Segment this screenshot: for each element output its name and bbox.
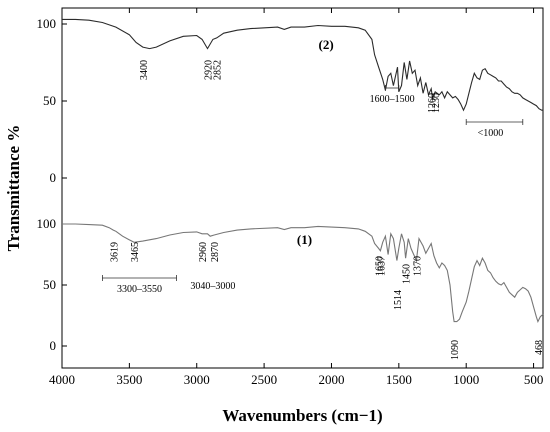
peak-label: 1637 [376,256,387,276]
x-tick-label: 2500 [251,372,277,387]
range-label: 3040–3000 [190,281,235,292]
peak-label: 1514 [393,290,404,310]
x-tick-label: 4000 [49,372,75,387]
x-tick-label: 3000 [184,372,210,387]
peak-label: 1370 [412,256,423,276]
y-tick-label: 100 [37,16,57,31]
x-tick-label: 3500 [116,372,142,387]
y-tick-label: 50 [43,277,56,292]
peak-label: 1650 [375,256,386,276]
axis-ticks [61,8,535,368]
curve-label-2: (2) [318,37,333,52]
series-line-1 [62,18,543,112]
peak-label: 2852 [213,60,224,80]
y-axis-title: Transmittance % [4,125,23,252]
series-line-2 [62,223,544,324]
x-tick-label: 500 [524,372,544,387]
peak-label: 3400 [139,60,150,80]
y-tick-label: 50 [43,93,56,108]
range-label: <1000 [478,128,504,139]
y-tick-labels: 100 50 0 100 50 0 [37,16,57,353]
y-tick-label: 0 [50,338,57,353]
peak-label: 2870 [210,242,221,262]
x-tick-label: 2000 [318,372,344,387]
curve-label-1: (1) [297,232,312,247]
y-tick-label: 100 [37,216,57,231]
peak-label: 3465 [130,242,141,262]
plot-frame [61,7,544,369]
peak-label: 468 [534,340,545,355]
range-label: 1600–1500 [370,94,415,105]
x-tick-labels: 4000 3500 3000 2500 2000 1500 1000 500 [49,372,543,387]
range-label: 3300–3550 [117,284,162,295]
peak-label: 1230 [431,93,442,113]
series-layer [62,18,544,324]
peak-label: 1260 [427,93,438,113]
peak-label: 1090 [450,340,461,360]
x-tick-label: 1500 [386,372,412,387]
peak-label: 2920 [204,60,215,80]
y-tick-label: 0 [50,170,57,185]
peak-label: 1450 [402,264,413,284]
x-tick-label: 1000 [453,372,479,387]
peak-label: 2960 [198,242,209,262]
x-axis-title: Wavenumbers (cm−1) [222,406,382,425]
peak-label: 3619 [109,242,120,262]
